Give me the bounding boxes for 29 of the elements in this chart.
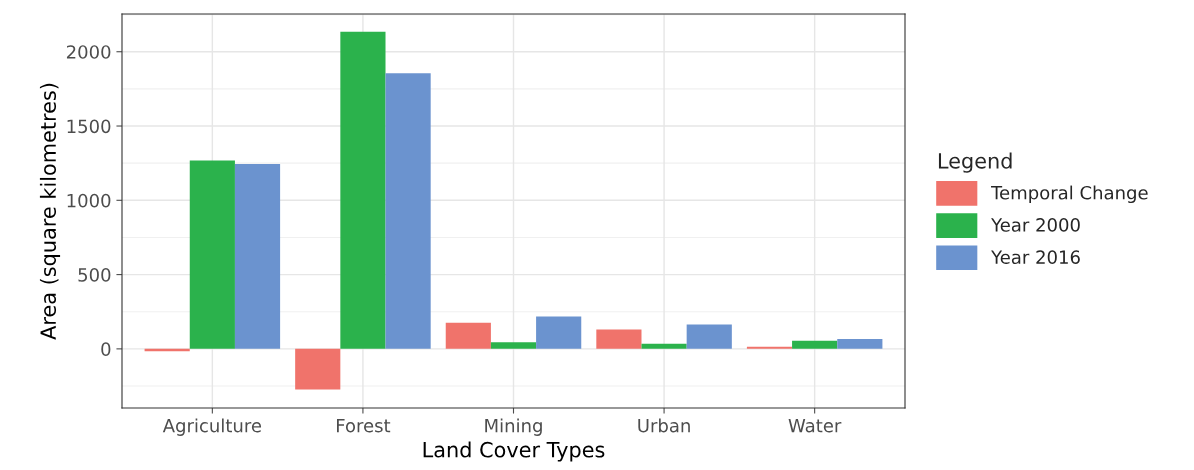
x-tick-label: Water [788, 418, 842, 433]
x-tick-label: Mining [485, 418, 542, 436]
x-axis-title: Land Cover Types [423, 441, 605, 462]
bar [445, 322, 491, 349]
y-tick-label: 1000 [67, 193, 111, 208]
x-tick-label: Agriculture [162, 418, 262, 436]
bar [189, 160, 235, 349]
bar [490, 342, 537, 349]
y-tick-label: 500 [78, 268, 111, 282]
bar [641, 343, 687, 349]
legend-label: Year 2016 [991, 250, 1080, 264]
y-tick-label: 2000 [66, 45, 111, 59]
legend-label: Year 2000 [991, 218, 1080, 232]
bar [596, 329, 642, 349]
y-axis-title: Area (square kilometres) [39, 83, 61, 340]
bar [295, 348, 341, 390]
legend-title: Legend [938, 152, 1012, 173]
bar [536, 316, 582, 349]
bar [234, 163, 281, 349]
bar [385, 73, 431, 349]
x-tick-label: Forest [337, 418, 391, 433]
bar [686, 324, 732, 349]
bar [340, 31, 386, 349]
y-tick-label: 1500 [67, 119, 111, 134]
bar [837, 338, 883, 349]
legend-label: Temporal Change [991, 185, 1148, 204]
x-tick-label: Urban [638, 418, 690, 433]
y-tick-label: 0 [101, 342, 111, 356]
bar [792, 340, 838, 349]
